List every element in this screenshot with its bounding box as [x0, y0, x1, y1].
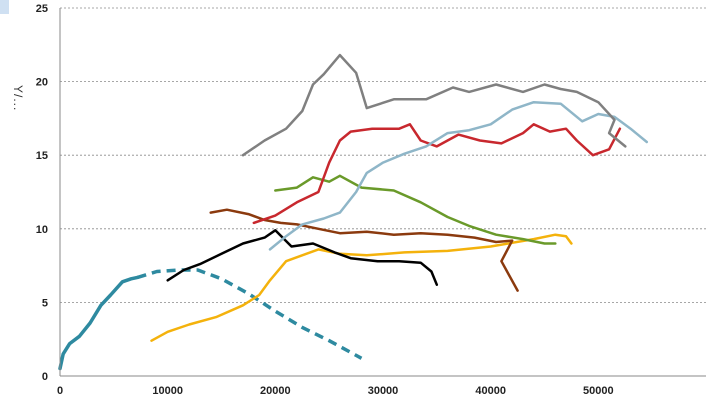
gridlines: [60, 7, 706, 303]
y-tick-label: 15: [36, 150, 48, 162]
series-line: [136, 268, 363, 360]
x-tick-label: 10000: [152, 385, 183, 397]
x-tick-label: 30000: [368, 385, 399, 397]
series-line: [252, 123, 622, 225]
series-line: [209, 208, 519, 292]
x-tick-label: 20000: [260, 385, 291, 397]
series-line: [274, 174, 557, 245]
series-line: [268, 100, 649, 251]
y-tick-label: 0: [42, 371, 48, 383]
x-tick-label: 40000: [475, 385, 506, 397]
series-line: [241, 53, 627, 157]
y-axis-label: Y/...: [11, 85, 25, 111]
axes: [59, 8, 706, 377]
y-tick-label: 5: [42, 297, 48, 309]
tick-labels: 0 5 10 15 20 25 0 10000 20000 30000 40000 50000: [36, 3, 614, 397]
series-line: [166, 229, 439, 286]
series-line: [150, 233, 573, 342]
y-tick-label: 25: [36, 3, 48, 15]
series-group: [58, 53, 649, 371]
corner-marker: [0, 0, 9, 14]
x-tick-label: 50000: [583, 385, 614, 397]
x-tick-label: 0: [57, 385, 63, 397]
series-line: [58, 275, 140, 371]
y-tick-label: 20: [36, 77, 48, 89]
y-tick-label: 10: [36, 224, 48, 236]
